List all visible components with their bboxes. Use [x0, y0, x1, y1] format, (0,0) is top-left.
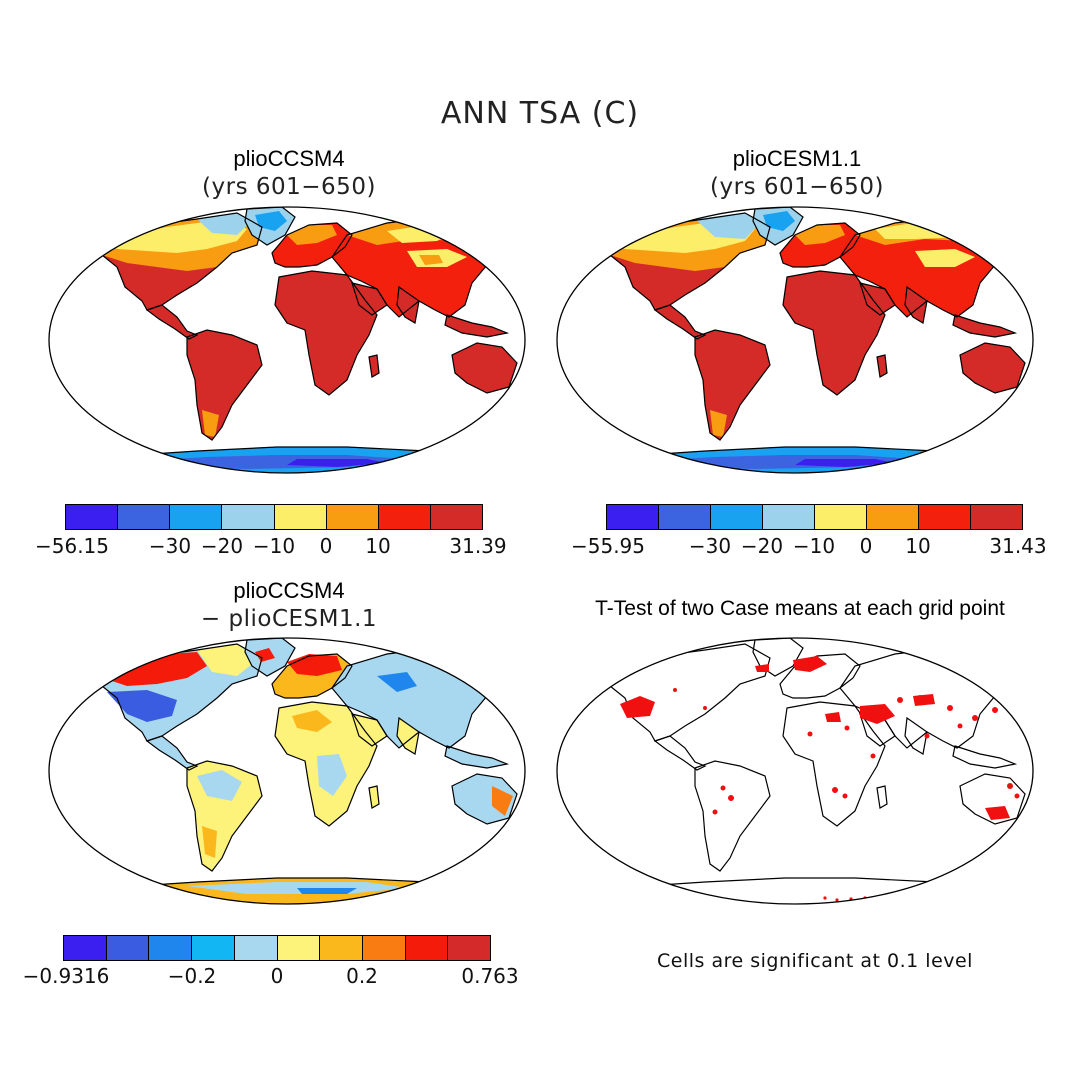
panel-subtitle-top-right: (yrs 601−650)	[710, 174, 884, 200]
cb3-swatch	[106, 936, 150, 960]
cb1-swatch	[170, 505, 223, 529]
cb2-tick: 31.43	[989, 534, 1047, 558]
colorbar-top-left-labels: −56.15 −30 −20 −10 0 10 31.39	[0, 534, 540, 564]
panel-title-bottom-left: plioCCSM4	[233, 578, 345, 603]
cb1-tick: −30	[148, 534, 192, 558]
cb2-swatch	[971, 505, 1022, 529]
cb2-swatch	[919, 505, 971, 529]
significance-cells	[620, 656, 1020, 902]
cb3-swatch	[149, 936, 193, 960]
cb3-swatch	[405, 936, 449, 960]
figure-title: ANN TSA (C)	[440, 96, 640, 131]
cb1-tick: −20	[200, 534, 244, 558]
cb2-swatch	[607, 505, 659, 529]
cb1-swatch	[326, 505, 379, 529]
cb1-tick: 0	[319, 534, 333, 558]
cb2-tick: 10	[905, 534, 931, 558]
panel-subtitle-top-left: (yrs 601−650)	[202, 174, 376, 200]
cb2-tick: 0	[859, 534, 873, 558]
cb1-tick: 31.39	[449, 534, 507, 558]
colorbar-top-right	[606, 504, 1023, 530]
panel-title-top-left: plioCCSM4	[233, 146, 345, 171]
cb3-swatch	[448, 936, 491, 960]
colorbar-bottom-left	[63, 935, 491, 961]
cb3-tick: 0.2	[346, 964, 378, 988]
cb1-tick: −56.15	[34, 534, 110, 558]
cb1-swatch	[274, 505, 327, 529]
cb1-swatch	[66, 505, 119, 529]
cb2-swatch	[659, 505, 711, 529]
map-top-right	[556, 206, 1034, 474]
panel-subtitle-bottom-left: − plioCESM1.1	[200, 606, 378, 632]
cb3-tick: 0.763	[461, 964, 519, 988]
cb1-tick: 10	[365, 534, 391, 558]
cb2-tick: −10	[792, 534, 836, 558]
cb3-swatch	[64, 936, 107, 960]
colorbar-top-right-labels: −55.95 −30 −20 −10 0 10 31.43	[540, 534, 1080, 564]
cb3-swatch	[362, 936, 406, 960]
panel-title-bottom-right: T-Test of two Case means at each grid po…	[595, 597, 1005, 620]
cb1-tick: −10	[252, 534, 296, 558]
colorbar-bottom-left-labels: −0.9316 −0.2 0 0.2 0.763	[0, 964, 540, 994]
map-top-left	[48, 206, 526, 474]
cb2-tick: −20	[740, 534, 784, 558]
cb3-swatch	[234, 936, 278, 960]
cb2-tick: −55.95	[570, 534, 646, 558]
cb3-swatch	[320, 936, 363, 960]
cb2-tick: −30	[688, 534, 732, 558]
significance-note: Cells are significant at 0.1 level	[657, 950, 973, 972]
cb3-tick: −0.2	[167, 964, 217, 988]
cb3-tick: −0.9316	[22, 964, 110, 988]
cb2-swatch	[711, 505, 763, 529]
cb1-swatch	[222, 505, 275, 529]
cb2-swatch	[815, 505, 867, 529]
panel-title-top-right: plioCESM1.1	[732, 146, 862, 171]
cb3-swatch	[192, 936, 235, 960]
cb1-swatch	[430, 505, 482, 529]
cb1-swatch	[378, 505, 431, 529]
map-bottom-left	[48, 637, 526, 905]
map-bottom-right	[556, 637, 1034, 905]
cb3-tick: 0	[270, 964, 284, 988]
cb1-swatch	[118, 505, 171, 529]
colorbar-top-left	[65, 504, 483, 530]
cb3-swatch	[277, 936, 321, 960]
cb2-swatch	[763, 505, 815, 529]
cb2-swatch	[867, 505, 919, 529]
